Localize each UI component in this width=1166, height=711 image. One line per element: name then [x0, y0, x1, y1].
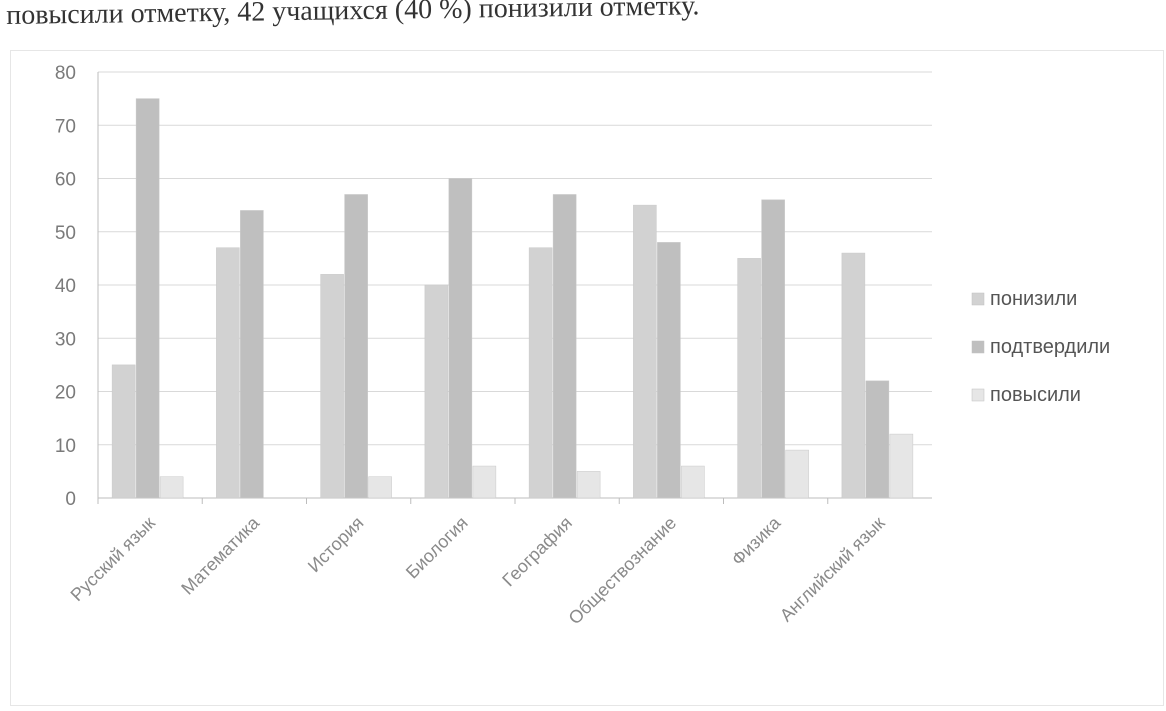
- bar: [448, 178, 473, 499]
- bar: [865, 380, 890, 499]
- bar: [633, 204, 657, 499]
- bar: [576, 471, 601, 499]
- x-category-label: Биология: [402, 513, 472, 583]
- bar: [135, 98, 160, 499]
- bar: [159, 476, 184, 499]
- x-category-label: История: [304, 513, 368, 577]
- bar: [552, 194, 577, 499]
- bar: [737, 258, 761, 499]
- x-category-label: Физика: [728, 512, 786, 570]
- legend-swatch: [971, 340, 985, 354]
- legend-label: понизили: [990, 288, 1077, 310]
- x-category-label: Русский язык: [67, 513, 159, 605]
- y-tick-label: 0: [65, 489, 76, 510]
- bar: [761, 199, 785, 499]
- x-category-label: Обществознание: [565, 513, 681, 629]
- legend-label: подтвердили: [990, 336, 1110, 358]
- bar: [657, 242, 681, 499]
- y-tick-label: 70: [55, 116, 76, 137]
- bar: [889, 433, 914, 499]
- bar: [472, 465, 497, 499]
- chart-frame: [10, 50, 1164, 706]
- y-tick-label: 80: [55, 63, 76, 84]
- y-tick-label: 40: [55, 276, 76, 297]
- bar: [785, 449, 809, 499]
- x-category-label: Английский язык: [776, 513, 889, 626]
- y-tick-label: 30: [55, 329, 76, 350]
- bar: [240, 210, 264, 499]
- x-category-label: Математика: [177, 512, 264, 599]
- y-tick-label: 60: [55, 170, 76, 191]
- bar: [528, 247, 553, 499]
- bar: [368, 476, 392, 499]
- legend-label: повысили: [990, 384, 1081, 406]
- bar: [841, 252, 866, 499]
- legend-swatch: [971, 388, 985, 402]
- bar: [216, 247, 240, 499]
- y-tick-label: 50: [55, 223, 76, 244]
- bar: [111, 364, 136, 499]
- bar: [681, 465, 705, 499]
- bar: [344, 194, 368, 499]
- y-tick-label: 20: [55, 383, 76, 404]
- legend-swatch: [971, 292, 985, 306]
- bar: [424, 284, 449, 499]
- y-tick-label: 10: [55, 436, 76, 457]
- x-category-label: География: [498, 513, 576, 591]
- bar: [320, 274, 344, 499]
